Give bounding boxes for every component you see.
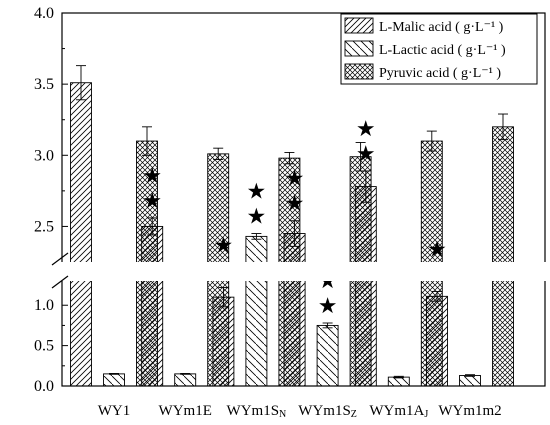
y-tick-label: 4.0 [34, 5, 54, 22]
legend-box [340, 13, 538, 85]
x-tick-label: WY1 [98, 403, 131, 419]
bar-2-1 [103, 373, 125, 387]
x-tick-label: WYm1AJ [369, 403, 428, 420]
x-tick-label: WYm1SZ [298, 403, 357, 420]
x-tick-label: WYm1m2 [438, 403, 501, 419]
y-tick-label: 0.5 [34, 338, 54, 355]
y-tick-label: 0.0 [34, 378, 54, 395]
bar-2-6 [459, 375, 481, 387]
bar-1-1 [70, 82, 92, 387]
axis-break-slash [51, 252, 69, 266]
legend-swatch-3 [344, 63, 374, 80]
y-tick-label: 3.0 [34, 147, 54, 164]
bar-2-2 [174, 373, 197, 387]
legend-swatch-2 [344, 40, 374, 57]
x-tick-label: WYm1E [159, 403, 212, 419]
y-tick-label: 1.0 [34, 297, 54, 314]
significance-star: ★ [356, 116, 376, 141]
axis-break-gap [50, 262, 547, 281]
legend-label-1: L-Malic acid ( g·L⁻¹ ) [379, 20, 504, 35]
axis-break-slash [51, 275, 69, 289]
significance-star: ★ [247, 179, 267, 204]
legend-label-3: Pyruvic acid ( g·L⁻¹ ) [379, 66, 501, 81]
y-tick-label: 3.5 [34, 76, 54, 93]
legend: L-Malic acid ( g·L⁻¹ ) L-Lactic acid ( g·… [340, 13, 538, 85]
y-tick-label: 2.5 [34, 218, 54, 235]
significance-star: ★ [318, 293, 338, 318]
bar-2-3 [245, 235, 268, 387]
significance-star: ★ [247, 204, 267, 229]
bar-3-6 [492, 126, 514, 387]
x-tick-label: WYm1SN [227, 403, 287, 420]
legend-swatch-1 [344, 17, 374, 34]
bar-2-5 [387, 376, 410, 387]
bar-2-4 [316, 324, 339, 387]
legend-label-2: L-Lactic acid ( g·L⁻¹ ) [379, 43, 506, 58]
